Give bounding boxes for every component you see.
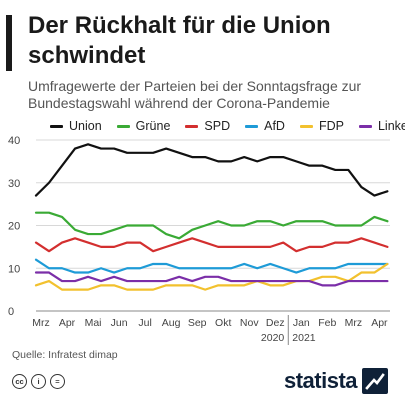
x-tick-label: Nov <box>240 317 259 329</box>
legend-swatch <box>299 124 313 128</box>
y-tick-label: 20 <box>8 221 20 233</box>
legend-item: FDP <box>299 119 344 133</box>
y-tick-label: 40 <box>8 135 20 147</box>
legend-item: Grüne <box>116 119 171 133</box>
x-tick-label: Sep <box>188 317 207 329</box>
x-tick-label: Mrz <box>345 317 363 329</box>
y-tick-label: 10 <box>8 263 20 275</box>
legend-swatch <box>358 124 372 128</box>
chart-title: Der Rückhalt für die Union schwindet <box>28 12 331 69</box>
x-tick-label: Aug <box>162 317 181 329</box>
no-derivatives-icon: = <box>50 374 65 389</box>
legend-item: AfD <box>245 119 285 133</box>
legend-swatch <box>185 124 199 128</box>
series-line-linke <box>34 271 389 287</box>
x-tick-label: Jul <box>138 317 151 329</box>
y-tick-label: 0 <box>8 306 14 318</box>
series-line-afd <box>34 258 389 274</box>
legend-label: Union <box>69 119 102 133</box>
x-tick-label: Mai <box>85 317 102 329</box>
source-note: Quelle: Infratest dimap <box>12 349 118 361</box>
x-tick-label: Okt <box>215 317 231 329</box>
legend-label: SPD <box>204 119 231 133</box>
legend-item: SPD <box>185 119 230 133</box>
chart-subtitle: Umfragewerte der Parteien bei der Sonnta… <box>28 78 362 111</box>
legend-swatch <box>116 124 130 128</box>
legend-item: Linke <box>358 119 405 133</box>
x-tick-label: Apr <box>59 317 76 329</box>
license-icons: cc i = <box>12 374 69 389</box>
legend-swatch <box>245 124 259 128</box>
series-line-union <box>34 143 389 197</box>
brand-name: statista <box>284 368 358 393</box>
cc-license-icon: cc <box>12 374 27 389</box>
x-tick-label: Dez <box>266 317 285 329</box>
legend-label: Linke <box>377 119 405 133</box>
chart-legend: Union Grüne SPD AfD FDP Linke <box>50 117 405 135</box>
legend-item: Union <box>50 119 102 133</box>
legend-label: FDP <box>318 119 344 133</box>
attribution-icon: i <box>31 374 46 389</box>
series-line-spd <box>34 237 389 253</box>
series-line-fdp <box>34 262 389 291</box>
statista-logo: statista <box>284 366 389 396</box>
title-accent-bar <box>6 15 12 71</box>
statista-logo-icon <box>362 368 389 394</box>
x-tick-label: Jun <box>111 317 128 329</box>
x-tick-label: Mrz <box>32 317 50 329</box>
y-tick-label: 30 <box>8 178 20 190</box>
year-label: 2021 <box>292 332 316 344</box>
legend-label: AfD <box>264 119 285 133</box>
x-tick-label: Apr <box>371 317 388 329</box>
x-tick-label: Feb <box>318 317 336 329</box>
series-line-gruene <box>34 211 389 240</box>
x-tick-label: Jan <box>293 317 310 329</box>
legend-label: Grüne <box>135 119 171 133</box>
legend-swatch <box>50 124 63 128</box>
line-chart: 0 10 20 30 40 Mrz Apr Mai Jun Jul Aug Sep Okt Nov Dez J… <box>8 135 390 345</box>
year-label: 2020 <box>261 332 285 344</box>
